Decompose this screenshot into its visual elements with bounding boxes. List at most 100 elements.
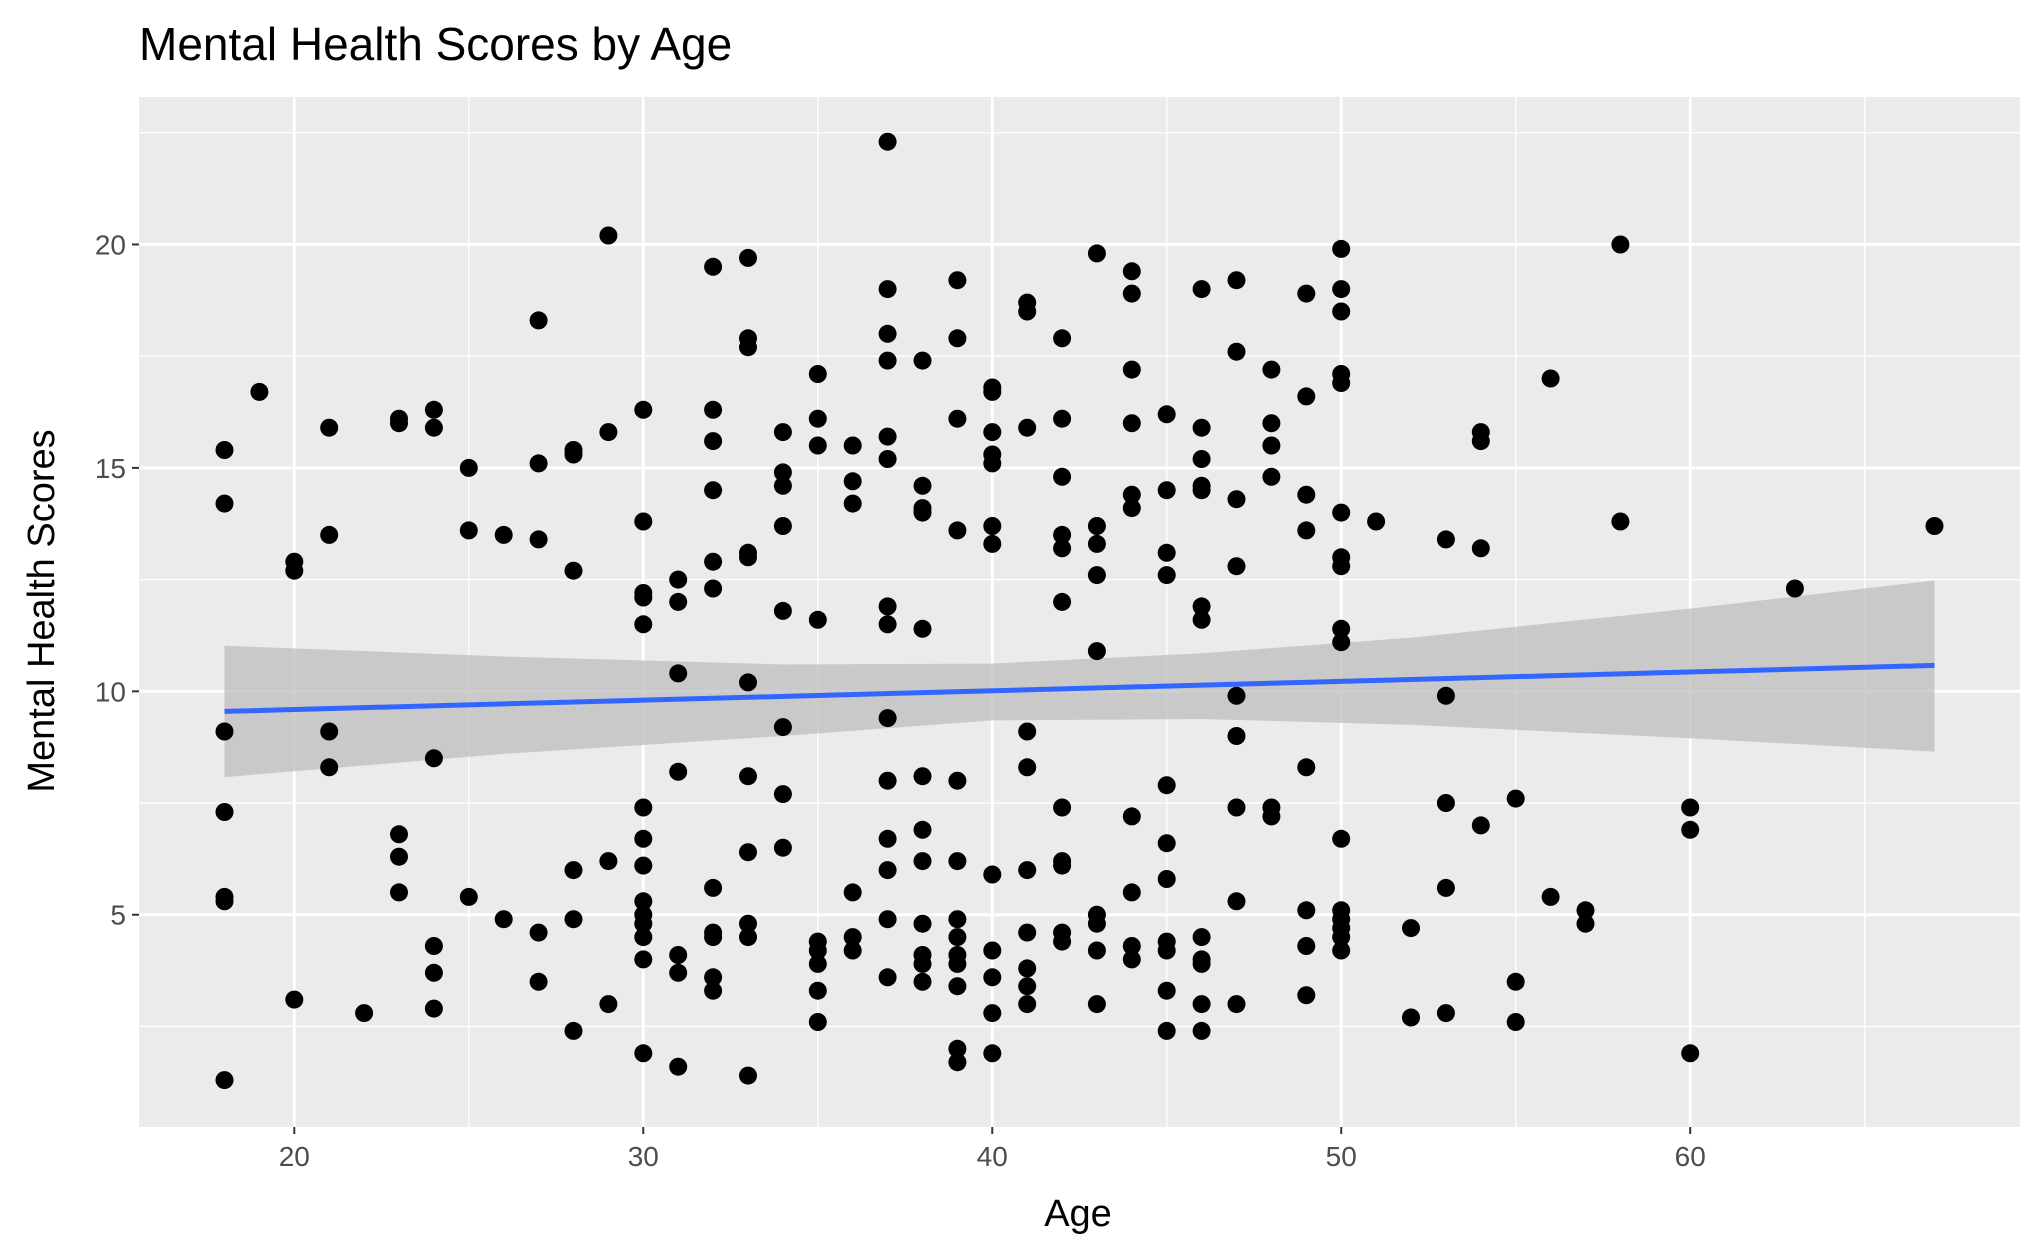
data-point: [634, 829, 653, 848]
data-point: [1402, 919, 1420, 938]
data-point: [1053, 798, 1072, 817]
data-point: [843, 941, 862, 960]
data-point: [1506, 972, 1525, 991]
y-tick-label: 15: [95, 453, 126, 484]
data-point: [1227, 995, 1246, 1014]
data-point: [1262, 467, 1281, 486]
data-point: [1122, 414, 1141, 433]
data-point: [739, 338, 757, 357]
data-point: [1332, 280, 1351, 299]
x-axis-ticks: 20 30 40 50 60: [279, 1127, 1706, 1172]
data-point: [1122, 883, 1141, 902]
data-point: [634, 1044, 653, 1063]
data-point: [1262, 360, 1281, 379]
data-point: [1157, 543, 1176, 562]
data-point: [1332, 633, 1351, 652]
data-point: [599, 995, 618, 1014]
data-point: [424, 749, 443, 768]
data-point: [773, 423, 792, 442]
data-point: [1297, 284, 1316, 303]
data-point: [599, 226, 618, 245]
data-point: [1541, 887, 1560, 906]
data-point: [878, 427, 897, 446]
data-point: [1018, 758, 1037, 777]
data-point: [773, 785, 792, 804]
data-point: [1018, 861, 1037, 880]
data-point: [1332, 829, 1351, 848]
data-point: [669, 592, 688, 611]
data-point: [1297, 521, 1316, 540]
data-point: [669, 664, 688, 683]
data-point: [1227, 686, 1246, 705]
data-point: [948, 409, 967, 428]
data-point: [1192, 280, 1211, 299]
data-point: [948, 271, 967, 290]
data-point: [1925, 517, 1944, 535]
data-point: [1122, 937, 1141, 955]
data-point: [1122, 485, 1141, 504]
x-tick-label: 60: [1675, 1141, 1706, 1172]
data-point: [669, 946, 688, 964]
data-point: [808, 981, 827, 1000]
data-point: [704, 968, 723, 987]
data-point: [459, 887, 478, 906]
data-point: [983, 1044, 1002, 1063]
data-point: [599, 423, 618, 442]
data-point: [913, 972, 932, 991]
data-point: [634, 914, 653, 933]
data-point: [1227, 490, 1246, 509]
data-point: [669, 762, 688, 781]
x-axis-title: Age: [1044, 1193, 1112, 1235]
y-tick-label: 10: [95, 676, 126, 707]
data-point: [1192, 418, 1211, 437]
data-point: [913, 914, 932, 933]
data-point: [1192, 995, 1211, 1014]
data-point: [704, 552, 723, 571]
data-point: [843, 436, 862, 455]
data-point: [1087, 642, 1106, 661]
data-point: [1192, 954, 1211, 973]
data-point: [1157, 1021, 1176, 1040]
data-point: [983, 1004, 1002, 1023]
data-point: [1436, 1004, 1455, 1023]
data-point: [494, 910, 513, 929]
data-point: [983, 382, 1002, 401]
data-point: [1332, 374, 1351, 392]
data-point: [669, 1057, 688, 1076]
data-point: [320, 525, 339, 544]
data-point: [320, 418, 339, 437]
data-point: [634, 856, 653, 875]
data-point: [1227, 727, 1246, 745]
data-point: [529, 311, 548, 330]
data-point: [1436, 530, 1455, 549]
data-point: [634, 950, 653, 969]
data-point: [1506, 1013, 1525, 1031]
data-point: [1297, 937, 1316, 955]
data-point: [634, 615, 653, 634]
data-point: [1227, 892, 1246, 911]
data-point: [1541, 369, 1560, 388]
data-point: [599, 852, 618, 871]
data-point: [1192, 450, 1211, 468]
data-point: [215, 892, 234, 911]
data-point: [564, 445, 583, 464]
y-axis-ticks: 5 10 15 20: [95, 229, 139, 931]
data-point: [1611, 512, 1630, 531]
data-point: [1122, 499, 1141, 518]
data-point: [1297, 901, 1316, 920]
data-point: [878, 910, 897, 929]
data-point: [1053, 539, 1072, 558]
data-point: [1018, 302, 1037, 321]
data-point: [739, 248, 757, 267]
data-point: [215, 494, 234, 513]
data-point: [1053, 856, 1072, 875]
data-point: [1471, 432, 1490, 451]
data-point: [1087, 244, 1106, 263]
data-point: [983, 454, 1002, 473]
data-point: [390, 883, 408, 902]
data-point: [948, 910, 967, 929]
data-point: [1297, 485, 1316, 504]
data-point: [1018, 977, 1037, 996]
data-point: [1471, 539, 1490, 558]
